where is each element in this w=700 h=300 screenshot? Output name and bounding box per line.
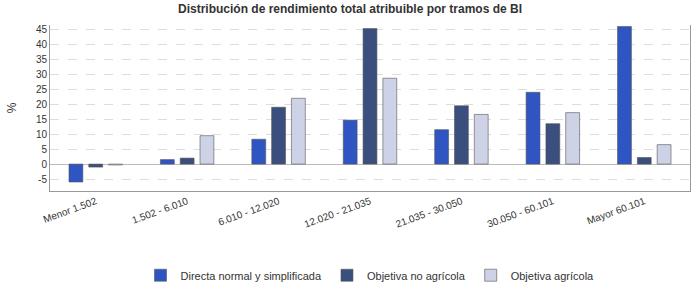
svg-text:5: 5 (41, 144, 47, 155)
svg-text:40: 40 (36, 39, 48, 50)
svg-text:1.502 - 6.010: 1.502 - 6.010 (130, 195, 190, 226)
svg-text:20: 20 (36, 99, 48, 110)
svg-text:45: 45 (36, 24, 48, 35)
svg-text:0: 0 (41, 159, 47, 170)
svg-text:21.035 - 30.050: 21.035 - 30.050 (394, 195, 464, 229)
svg-text:Distribución de rendimiento to: Distribución de rendimiento total atribu… (178, 2, 522, 16)
svg-text:%: % (5, 102, 19, 113)
svg-text:12.020 - 21.035: 12.020 - 21.035 (303, 195, 373, 229)
svg-text:Objetiva no agrícola: Objetiva no agrícola (367, 270, 466, 282)
svg-text:35: 35 (36, 54, 48, 65)
svg-text:6.010 - 12.020: 6.010 - 12.020 (217, 195, 282, 228)
svg-text:30.050 - 60.101: 30.050 - 60.101 (486, 195, 556, 229)
svg-text:Objetiva agrícola: Objetiva agrícola (511, 270, 594, 282)
svg-text:Menor 1.502: Menor 1.502 (42, 195, 99, 225)
svg-text:30: 30 (36, 69, 48, 80)
svg-text:15: 15 (36, 114, 48, 125)
svg-text:-5: -5 (38, 174, 47, 185)
svg-text:Mayor 60.101: Mayor 60.101 (585, 195, 647, 226)
svg-text:Directa normal y simplificada: Directa normal y simplificada (181, 270, 322, 282)
svg-text:10: 10 (36, 129, 48, 140)
svg-text:25: 25 (36, 84, 48, 95)
